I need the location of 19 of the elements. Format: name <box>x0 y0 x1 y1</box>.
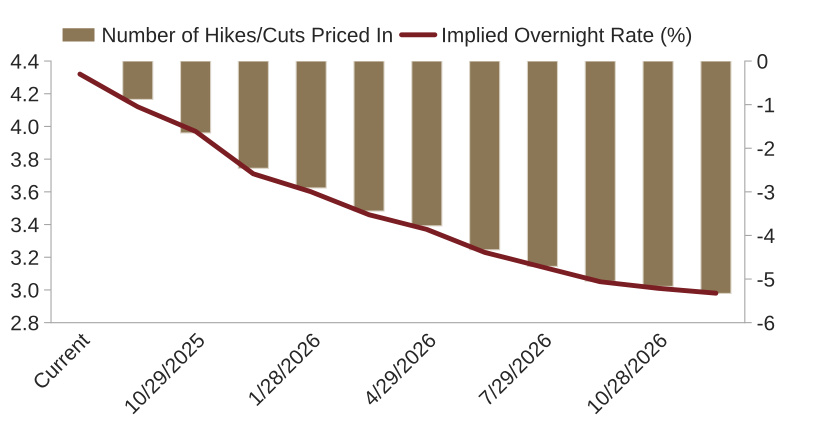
y-tick-label: 3.8 <box>11 152 38 167</box>
y-tick-label: 4.2 <box>10 86 38 102</box>
y2-tick-label: -1 <box>758 98 774 112</box>
y-tick-label: 2.8 <box>11 316 38 330</box>
line-series <box>78 72 718 296</box>
y-tick-label: 3.0 <box>11 282 38 298</box>
legend-label: Implied Overnight Rate (%) <box>443 27 692 46</box>
y2-tick-label: -3 <box>758 184 774 200</box>
y2-tick-label: -4 <box>758 228 775 243</box>
legend-label: Number of Hikes/Cuts Priced In <box>103 27 392 42</box>
y-tick-label: 3.4 <box>11 218 39 232</box>
y-tick-label: 3.6 <box>11 184 38 200</box>
y-tick-label: 4.0 <box>10 119 38 134</box>
y2-tick-label: -2 <box>758 141 774 156</box>
y-tick-label: 4.4 <box>10 54 39 69</box>
y-tick-label: 3.2 <box>11 250 38 265</box>
y2-tick-label: 0 <box>757 54 768 69</box>
y2-tick-label: -6 <box>758 316 774 330</box>
y2-tick-label: -5 <box>758 272 774 287</box>
